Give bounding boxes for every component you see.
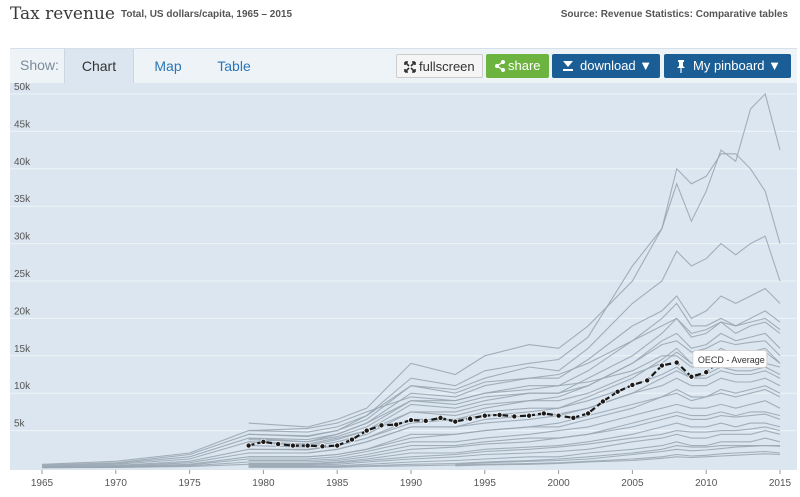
oecd-average-point xyxy=(260,438,267,445)
oecd-average-point xyxy=(599,398,606,405)
oecd-average-label: OECD - Average xyxy=(698,355,765,365)
series-line xyxy=(248,450,781,468)
oecd-average-point xyxy=(319,443,326,450)
y-tick-label: 40k xyxy=(14,157,31,168)
source-note: Source: Revenue Statistics: Comparative … xyxy=(560,9,788,20)
tab-chart[interactable]: Chart xyxy=(64,49,134,84)
y-tick-label: 50k xyxy=(14,82,31,93)
series-line xyxy=(41,340,781,467)
oecd-average-point xyxy=(496,411,503,418)
series-line xyxy=(41,413,781,469)
series-line xyxy=(41,388,781,468)
oecd-average-point xyxy=(644,377,651,384)
oecd-average-point xyxy=(511,413,518,420)
oecd-average-point xyxy=(407,417,414,424)
oecd-average-point xyxy=(437,414,444,421)
y-tick-label: 35k xyxy=(14,194,31,205)
y-tick-label: 15k xyxy=(14,344,31,355)
oecd-average-point xyxy=(629,381,636,388)
x-tick-label: 2005 xyxy=(621,478,644,489)
x-tick-label: 1990 xyxy=(400,478,423,489)
pinboard-button[interactable]: My pinboard ▼ xyxy=(664,54,791,78)
oecd-average-point xyxy=(467,415,474,422)
series-line xyxy=(248,437,781,467)
series-line xyxy=(248,235,781,438)
tab-map[interactable]: Map xyxy=(154,58,182,74)
header: Tax revenue Total, US dollars/capita, 19… xyxy=(0,0,800,30)
x-tick-label: 2000 xyxy=(547,478,570,489)
series-line xyxy=(248,385,781,458)
x-tick-label: 2015 xyxy=(769,478,792,489)
series-line xyxy=(248,317,781,445)
toolbar: Show: Chart Map Table fullscreen share d… xyxy=(10,48,797,84)
x-tick-label: 2010 xyxy=(695,478,718,489)
oecd-average-point xyxy=(363,427,370,434)
series-line xyxy=(41,355,781,465)
oecd-average-point xyxy=(289,442,296,449)
x-tick-label: 1985 xyxy=(326,478,349,489)
oecd-average-point xyxy=(348,436,355,443)
series-line xyxy=(248,92,781,428)
series-line xyxy=(248,370,781,454)
oecd-average-point xyxy=(304,442,311,449)
oecd-average-point xyxy=(585,410,592,417)
oecd-average-point xyxy=(393,421,400,428)
oecd-average-point xyxy=(275,441,282,448)
y-tick-label: 25k xyxy=(14,269,31,280)
oecd-average-point xyxy=(481,412,488,419)
oecd-average-point xyxy=(452,418,459,425)
fullscreen-label: fullscreen xyxy=(419,59,475,74)
share-button[interactable]: share xyxy=(486,54,549,78)
series-line xyxy=(248,445,780,468)
oecd-average-point xyxy=(422,417,429,424)
oecd-average-point xyxy=(570,414,577,421)
oecd-average-point xyxy=(703,369,710,376)
series-line xyxy=(41,317,781,466)
y-tick-label: 30k xyxy=(14,232,31,243)
pinboard-label: My pinboard ▼ xyxy=(693,58,782,73)
show-label: Show: xyxy=(20,57,59,73)
tab-table[interactable]: Table xyxy=(217,58,251,74)
y-tick-label: 20k xyxy=(14,306,31,317)
x-tick-label: 1965 xyxy=(31,478,54,489)
x-tick-label: 1980 xyxy=(252,478,275,489)
oecd-average-point xyxy=(526,412,533,419)
series-line xyxy=(455,445,781,465)
x-tick-label: 1970 xyxy=(105,478,128,489)
download-label: download ▼ xyxy=(580,58,653,73)
oecd-average-tooltip xyxy=(692,350,768,368)
series-line xyxy=(248,422,781,465)
series-line xyxy=(248,411,781,462)
share-label: share xyxy=(508,58,541,73)
oecd-average-point xyxy=(673,359,680,366)
x-tick-label: 1995 xyxy=(474,478,497,489)
fullscreen-button[interactable]: fullscreen xyxy=(396,54,483,78)
series-line xyxy=(248,430,781,466)
page-title: Tax revenue xyxy=(10,4,115,24)
oecd-average-point xyxy=(334,442,341,449)
oecd-average-point xyxy=(245,442,252,449)
oecd-average-point xyxy=(614,388,621,395)
y-tick-label: 45k xyxy=(14,119,31,130)
oecd-average-point xyxy=(540,410,547,417)
series-line xyxy=(41,400,781,469)
y-tick-label: 10k xyxy=(14,381,31,392)
series-line xyxy=(41,366,781,468)
series-line xyxy=(41,426,781,469)
oecd-average-point xyxy=(658,362,665,369)
oecd-average-point xyxy=(688,373,695,380)
series-line xyxy=(248,302,781,443)
y-tick-label: 5k xyxy=(14,419,26,430)
series-line xyxy=(455,453,781,467)
oecd-average-point xyxy=(555,412,562,419)
page-subtitle: Total, US dollars/capita, 1965 – 2015 xyxy=(121,9,293,20)
series-line xyxy=(248,287,781,441)
download-button[interactable]: download ▼ xyxy=(552,54,660,78)
oecd-average-point xyxy=(378,422,385,429)
x-tick-label: 1975 xyxy=(178,478,201,489)
